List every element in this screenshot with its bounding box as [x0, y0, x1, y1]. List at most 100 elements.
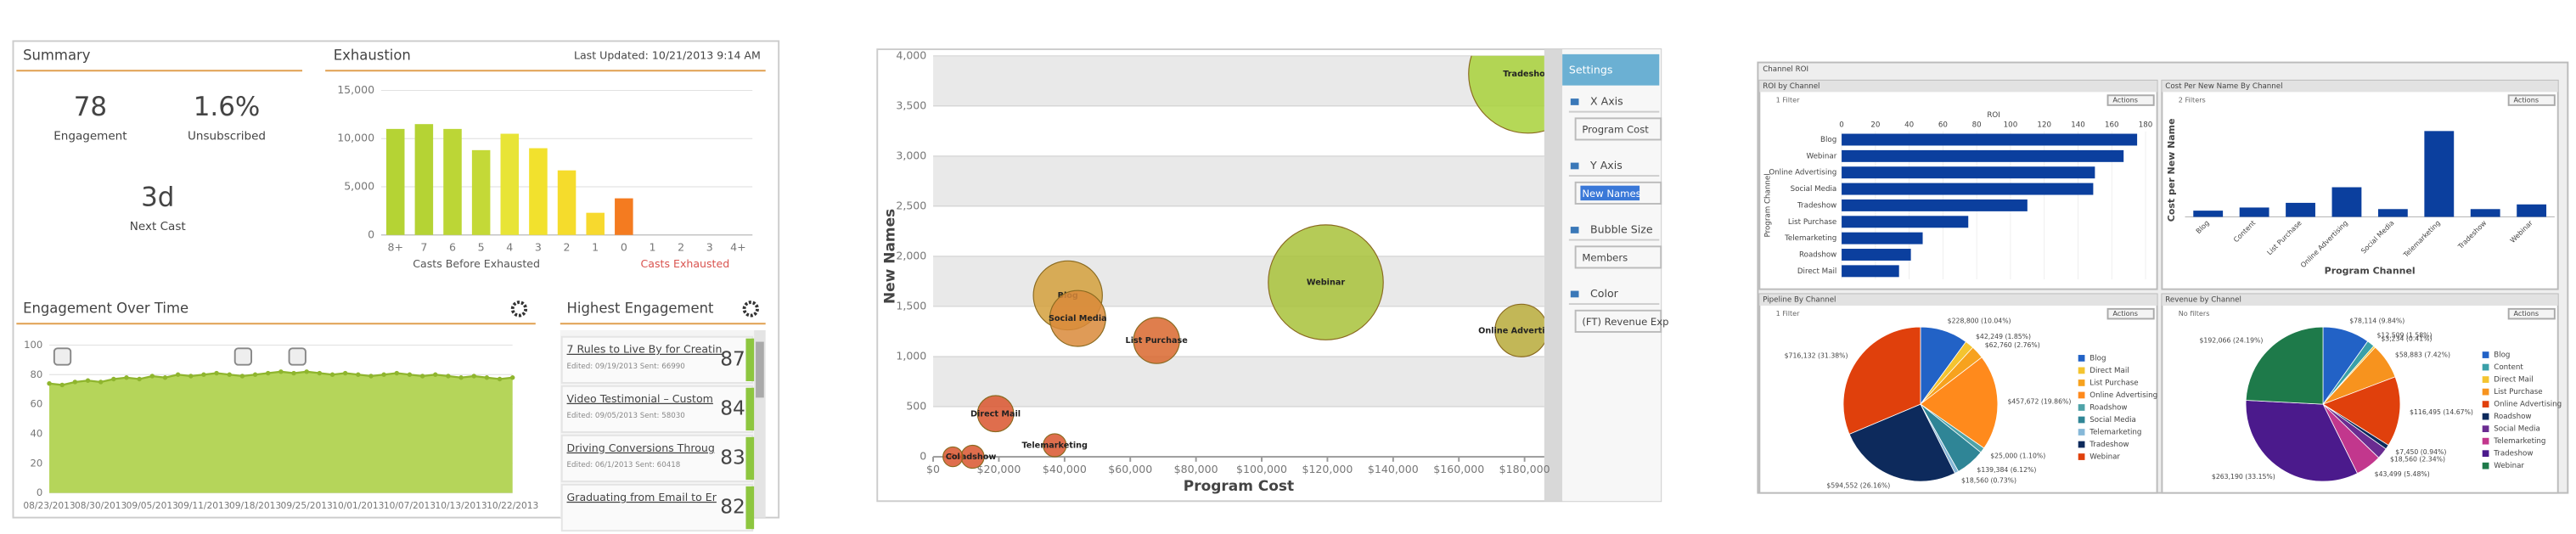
legend-label: Tradeshow [2089, 441, 2129, 449]
x-tick-label: 180 [2139, 121, 2153, 130]
item-meta: Edited: 09/19/2013 Sent: 66990 [567, 363, 685, 371]
x-tick-label: 5 [478, 241, 485, 254]
y-axis-title: Cost per New Name [2166, 118, 2177, 222]
actions-button[interactable] [2106, 94, 2155, 106]
item-score: 83 [720, 446, 745, 469]
actions-button[interactable] [2507, 94, 2556, 106]
legend-swatch [2078, 441, 2085, 448]
actions-label: Actions [2513, 309, 2539, 318]
legend-label: Online Advertising [2089, 391, 2157, 400]
pie-slice [1848, 403, 1956, 482]
field-input[interactable] [1574, 117, 1662, 141]
list-item[interactable] [560, 385, 754, 433]
y-tick-label: Telemarketing [1784, 234, 1836, 243]
bar [2470, 209, 2500, 217]
value-label: $7,450 (0.94%) [2395, 448, 2446, 456]
callout-icon[interactable] [233, 347, 253, 366]
highest-list: 7 Rules to Live By for Creatin Edited: 09… [560, 335, 755, 532]
value-label: $78,114 (9.84%) [2349, 317, 2404, 324]
x-tick-label: 7 [420, 241, 427, 254]
value-label: $62,760 (2.76%) [1985, 341, 2040, 349]
x-axis-title: Casts Before Exhausted [413, 257, 540, 270]
y-tick-label: List Purchase [1788, 218, 1836, 227]
value-label: $716,132 (31.38%) [1785, 351, 1848, 359]
gear-icon[interactable] [742, 301, 759, 318]
bar [586, 212, 605, 235]
legend-label: Direct Mail [2494, 376, 2533, 385]
legend-swatch [2482, 388, 2489, 396]
point [329, 372, 335, 377]
x-tick-label: 09/25/2013 [281, 500, 333, 511]
actions-button[interactable] [2507, 307, 2556, 320]
point [266, 370, 271, 376]
subpanel-title: Cost Per New Name By Channel [2165, 82, 2282, 91]
pie-slice [2245, 326, 2324, 405]
x-tick-label: 09/05/2013 [127, 500, 178, 511]
bubble-label: Col [946, 452, 960, 462]
filter-label[interactable]: No filters [2179, 309, 2210, 318]
value-label: $12,509 (1.58%) [2377, 332, 2433, 340]
y-tick-label: Webinar [1807, 152, 1837, 160]
filter-label[interactable]: 2 Filters [2179, 96, 2206, 104]
y-tick-label: 0 [37, 486, 42, 498]
point [394, 370, 399, 376]
metric-value: 78 [74, 92, 107, 122]
gear-icon[interactable] [510, 301, 528, 318]
legend-swatch [2482, 351, 2489, 358]
legend-label: Online Advertising [2494, 401, 2562, 409]
bubble-label: Direct Mail [970, 409, 1021, 419]
y-axis-title: Program Channel [1764, 173, 1773, 237]
exhaustion-title: Exhaustion [334, 47, 411, 63]
field-input[interactable] [1574, 181, 1662, 205]
field-input[interactable] [1574, 245, 1662, 269]
x-tick-label: 40 [1904, 121, 1914, 130]
legend-label: Telemarketing [2493, 437, 2545, 446]
bar [2377, 209, 2408, 217]
x-tick-label: 8+ [387, 241, 403, 254]
point [381, 372, 386, 377]
pie-slice [2322, 376, 2401, 446]
y-tick-label: 15,000 [337, 83, 374, 96]
settings-panel [1562, 49, 1662, 502]
bar [443, 128, 462, 235]
field-icon [1570, 290, 1579, 298]
bubble [976, 395, 1015, 433]
x-tick-label: 6 [449, 241, 456, 254]
actions-button[interactable] [2106, 307, 2155, 320]
x-tick-label: 10/07/2013 [384, 500, 436, 511]
bar [2239, 207, 2269, 217]
legend-label: Roadshow [2089, 403, 2127, 412]
bar [1842, 149, 2124, 162]
list-item[interactable] [560, 335, 754, 384]
filter-label[interactable]: 1 Filter [1776, 309, 1800, 318]
callout-icon[interactable] [288, 347, 307, 366]
bubble-label: Social Media [1049, 314, 1107, 323]
bubble-label: Webinar [1307, 278, 1345, 288]
x-tick-label: 4+ [730, 241, 746, 254]
filter-label[interactable]: 1 Filter [1776, 96, 1800, 104]
point [214, 370, 219, 376]
highest-title: Highest Engagement [567, 300, 715, 316]
selection [1580, 185, 1640, 201]
field-label: Y Axis [1589, 159, 1623, 171]
x-tick-label: $180,000 [1499, 463, 1550, 475]
scroll-thumb[interactable] [756, 341, 764, 398]
point [278, 369, 284, 374]
grid-band [933, 155, 1544, 206]
callout-icon[interactable] [53, 347, 72, 366]
x-tick-label: $100,000 [1236, 463, 1287, 475]
y-tick-label: Tradeshow [1797, 201, 1836, 210]
bubble [1468, 55, 1544, 134]
subpanel-header [1759, 80, 2157, 93]
item-meta: Edited: 06/1/2013 Sent: 60418 [567, 461, 681, 469]
legend-label: Blog [2089, 354, 2106, 363]
bubble [1133, 317, 1180, 364]
subpanel-title: ROI by Channel [1763, 82, 1820, 91]
point [124, 375, 129, 380]
bar [500, 133, 520, 235]
y-tick-label: Blog [1820, 136, 1836, 144]
field-input[interactable] [1574, 309, 1662, 333]
value-label: $18,560 (2.34%) [2390, 456, 2445, 464]
bar [1842, 216, 1969, 228]
y-tick-label: 500 [906, 400, 926, 413]
